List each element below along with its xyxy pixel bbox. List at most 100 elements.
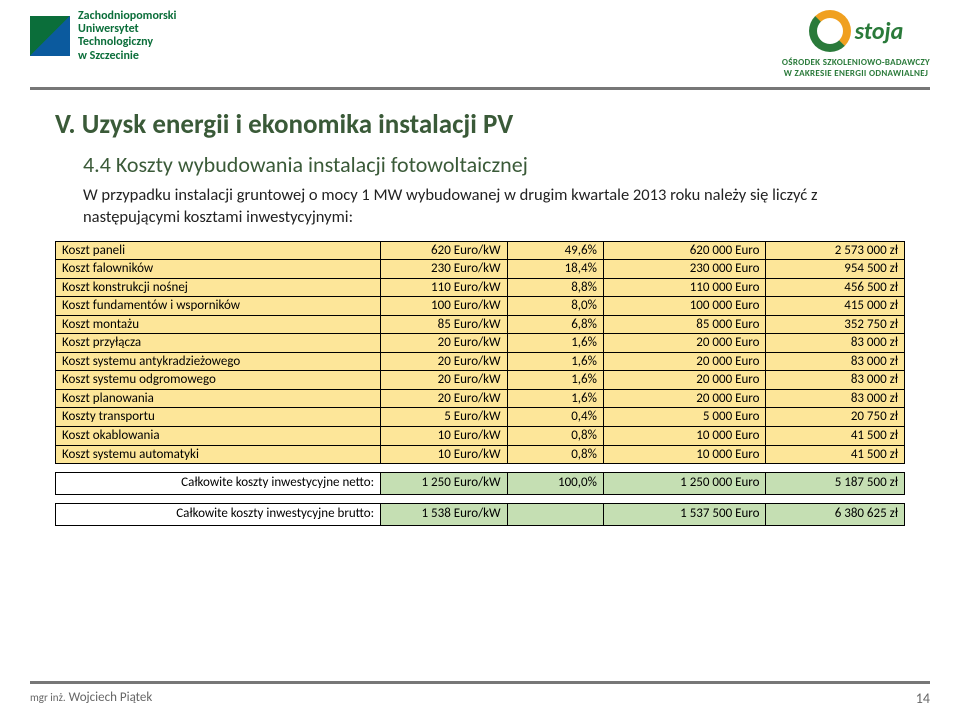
header: Zachodniopomorski Uniwersytet Technologi… [0, 0, 960, 79]
table-row: Koszt montażu85 Euro/kW6,8%85 000 Euro35… [56, 315, 905, 334]
cost-cell: 20 000 Euro [603, 371, 766, 390]
sum-label: Całkowite koszty inwestycyjne netto: [56, 473, 381, 495]
cost-label: Koszt planowania [56, 389, 381, 408]
cost-label: Koszt systemu automatyki [56, 445, 381, 464]
divider-bottom [30, 681, 930, 684]
cost-table-body: Koszt paneli620 Euro/kW49,6%620 000 Euro… [56, 241, 905, 464]
table-row: Koszt paneli620 Euro/kW49,6%620 000 Euro… [56, 241, 905, 260]
cost-cell: 352 750 zł [766, 315, 905, 334]
table-row: Koszt systemu automatyki10 Euro/kW0,8%10… [56, 445, 905, 464]
cost-label: Koszt systemu antykradzieżowego [56, 352, 381, 371]
cost-cell: 230 000 Euro [603, 260, 766, 279]
university-name: Zachodniopomorski Uniwersytet Technologi… [78, 10, 177, 63]
author-name: Wojciech Piątek [69, 690, 153, 705]
cost-cell: 230 Euro/kW [381, 260, 507, 279]
page-number: 14 [916, 690, 930, 707]
cost-cell: 20 750 zł [766, 408, 905, 427]
table-row: Całkowite koszty inwestycyjne brutto: 1 … [56, 503, 905, 525]
cost-cell: 10 Euro/kW [381, 445, 507, 464]
slide-title: V. Uzysk energii i ekonomika instalacji … [55, 108, 905, 141]
cost-label: Koszt konstrukcji nośnej [56, 278, 381, 297]
cost-cell: 41 500 zł [766, 445, 905, 464]
cost-cell: 85 000 Euro [603, 315, 766, 334]
cost-cell: 6,8% [507, 315, 603, 334]
cost-cell: 415 000 zł [766, 297, 905, 316]
cost-cell: 110 000 Euro [603, 278, 766, 297]
table-row: Koszt systemu odgromowego20 Euro/kW1,6%2… [56, 371, 905, 390]
uni-line: Technologiczny [78, 36, 177, 49]
sum-cell: 1 250 Euro/kW [381, 473, 507, 495]
cost-label: Koszt fundamentów i wsporników [56, 297, 381, 316]
cost-label: Koszt systemu odgromowego [56, 371, 381, 390]
ostoja-sub2: W ZAKRESIE ENERGII ODNAWIALNEJ [782, 68, 930, 79]
table-row: Koszt planowania20 Euro/kW1,6%20 000 Eur… [56, 389, 905, 408]
cost-cell: 10 000 Euro [603, 445, 766, 464]
body-paragraph: W przypadku instalacji gruntowej o mocy … [83, 184, 905, 229]
cost-cell: 83 000 zł [766, 371, 905, 390]
sum-cell-empty [507, 503, 603, 525]
cost-cell: 1,6% [507, 389, 603, 408]
table-row: Koszt falowników230 Euro/kW18,4%230 000 … [56, 260, 905, 279]
cost-cell: 5 Euro/kW [381, 408, 507, 427]
cost-cell: 5 000 Euro [603, 408, 766, 427]
cost-label: Koszt okablowania [56, 427, 381, 446]
uni-line: w Szczecinie [78, 50, 177, 63]
cost-label: Koszt przyłącza [56, 334, 381, 353]
cost-cell: 20 000 Euro [603, 334, 766, 353]
cost-cell: 620 Euro/kW [381, 241, 507, 260]
cost-cell: 1,6% [507, 334, 603, 353]
cost-cell: 100 Euro/kW [381, 297, 507, 316]
cost-cell: 20 000 Euro [603, 352, 766, 371]
ostoja-name: stoja [855, 17, 904, 46]
ostoja-logo-icon: stoja [809, 10, 904, 52]
cost-cell: 10 000 Euro [603, 427, 766, 446]
table-row: Koszt systemu antykradzieżowego20 Euro/k… [56, 352, 905, 371]
logo-university: Zachodniopomorski Uniwersytet Technologi… [30, 10, 177, 63]
cost-cell: 8,8% [507, 278, 603, 297]
cost-cell: 8,0% [507, 297, 603, 316]
university-logo-icon [30, 16, 70, 56]
sum-cell: 100,0% [507, 473, 603, 495]
table-row: Koszt przyłącza20 Euro/kW1,6%20 000 Euro… [56, 334, 905, 353]
cost-cell: 0,4% [507, 408, 603, 427]
cost-cell: 1,6% [507, 352, 603, 371]
cost-cell: 20 Euro/kW [381, 371, 507, 390]
cost-cell: 20 Euro/kW [381, 334, 507, 353]
cost-label: Koszty transportu [56, 408, 381, 427]
cost-cell: 85 Euro/kW [381, 315, 507, 334]
summary-netto-table: Całkowite koszty inwestycyjne netto: 1 2… [55, 472, 905, 495]
divider-top [30, 87, 930, 90]
sum-cell: 6 380 625 zł [766, 503, 905, 525]
cost-cell: 20 Euro/kW [381, 389, 507, 408]
cost-cell: 0,8% [507, 445, 603, 464]
author-degree: mgr inż. [30, 691, 66, 704]
table-row: Koszt okablowania10 Euro/kW0,8%10 000 Eu… [56, 427, 905, 446]
cost-label: Koszt paneli [56, 241, 381, 260]
sum-cell: 1 538 Euro/kW [381, 503, 507, 525]
table-row: Całkowite koszty inwestycyjne netto: 1 2… [56, 473, 905, 495]
section-heading: 4.4 Koszty wybudowania instalacji fotowo… [83, 151, 905, 178]
cost-cell: 10 Euro/kW [381, 427, 507, 446]
sum-label: Całkowite koszty inwestycyjne brutto: [56, 503, 381, 525]
cost-cell: 456 500 zł [766, 278, 905, 297]
cost-cell: 1,6% [507, 371, 603, 390]
author: mgr inż. Wojciech Piątek [30, 690, 152, 707]
cost-label: Koszt falowników [56, 260, 381, 279]
cost-cell: 954 500 zł [766, 260, 905, 279]
cost-cell: 49,6% [507, 241, 603, 260]
cost-cell: 110 Euro/kW [381, 278, 507, 297]
sum-cell: 5 187 500 zł [766, 473, 905, 495]
cost-cell: 83 000 zł [766, 334, 905, 353]
cost-cell: 100 000 Euro [603, 297, 766, 316]
ostoja-sub1: OŚRODEK SZKOLENIOWO-BADAWCZY [782, 57, 930, 68]
cost-cell: 18,4% [507, 260, 603, 279]
table-row: Koszty transportu5 Euro/kW0,4%5 000 Euro… [56, 408, 905, 427]
cost-table: Koszt paneli620 Euro/kW49,6%620 000 Euro… [55, 241, 905, 465]
ostoja-o-icon [809, 10, 851, 52]
summary-brutto-table: Całkowite koszty inwestycyjne brutto: 1 … [55, 503, 905, 526]
cost-cell: 41 500 zł [766, 427, 905, 446]
footer: mgr inż. Wojciech Piątek 14 [0, 681, 960, 707]
table-row: Koszt fundamentów i wsporników100 Euro/k… [56, 297, 905, 316]
sum-cell: 1 537 500 Euro [603, 503, 766, 525]
cost-cell: 20 Euro/kW [381, 352, 507, 371]
